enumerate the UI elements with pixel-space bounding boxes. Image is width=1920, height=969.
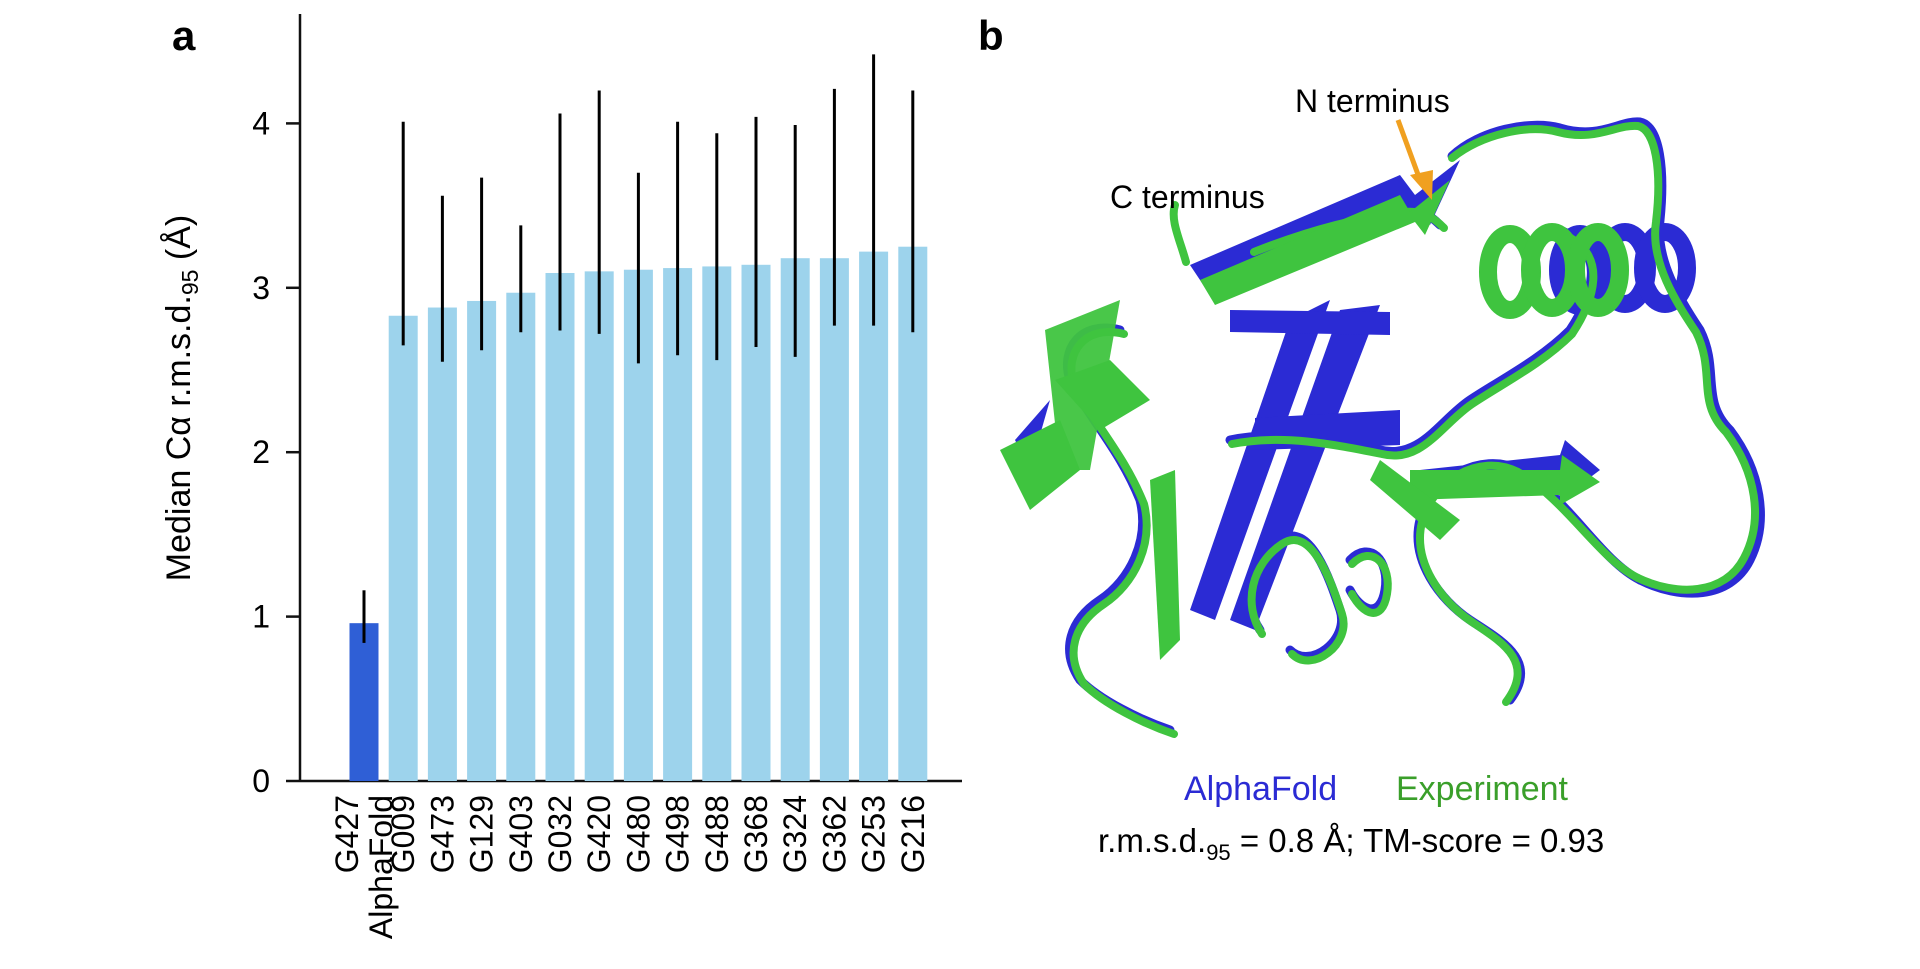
panel-a-letter: a	[172, 12, 196, 59]
bar	[506, 292, 536, 781]
metrics-text: r.m.s.d.95 = 0.8 Å; TM-score = 0.93	[1098, 822, 1604, 865]
y-tick-label: 1	[252, 599, 270, 635]
y-tick-label: 3	[252, 270, 270, 306]
n-terminus-arrowhead	[1410, 170, 1433, 200]
x-tick-label: G362	[816, 795, 852, 873]
protein-structure-image	[1000, 117, 1765, 738]
n-terminus-arrow	[1395, 119, 1423, 181]
y-tick-label: 2	[252, 434, 270, 470]
x-tick-label: G129	[464, 795, 500, 873]
x-tick-label: G368	[738, 795, 774, 873]
x-tick-label: G009	[385, 795, 421, 873]
panel-b-letter: b	[978, 12, 1004, 59]
y-axis-label: Median Cα r.m.s.d.95 (Å)	[160, 215, 203, 581]
x-tick-label: G420	[581, 795, 617, 873]
x-tick-label: AlphaFold	[363, 795, 399, 939]
bar	[898, 246, 928, 781]
bar	[545, 273, 575, 781]
x-tick-label: G427	[329, 795, 365, 873]
x-tick-label: G216	[895, 795, 931, 873]
legend-alphafold: AlphaFold	[1184, 770, 1337, 808]
legend-experiment: Experiment	[1396, 770, 1569, 808]
bar	[427, 307, 457, 781]
x-tick-label: G488	[699, 795, 735, 873]
x-tick-label: G473	[424, 795, 460, 873]
x-tick-label: G403	[503, 795, 539, 873]
y-tick-label: 0	[252, 763, 270, 799]
bar	[859, 251, 889, 781]
x-tick-label: G253	[856, 795, 892, 873]
bar	[741, 264, 771, 781]
y-tick-label: 4	[252, 105, 270, 141]
bar	[467, 300, 497, 781]
bar	[819, 258, 849, 781]
bar	[584, 271, 614, 781]
x-tick-label: G498	[660, 795, 696, 873]
x-tick-label: G480	[620, 795, 656, 873]
x-tick-label: G032	[542, 795, 578, 873]
x-tick-label: G324	[777, 795, 813, 873]
c-terminus-label: C terminus	[1110, 179, 1265, 215]
n-terminus-label: N terminus	[1295, 83, 1450, 119]
bar	[349, 623, 379, 781]
bar	[388, 315, 418, 781]
